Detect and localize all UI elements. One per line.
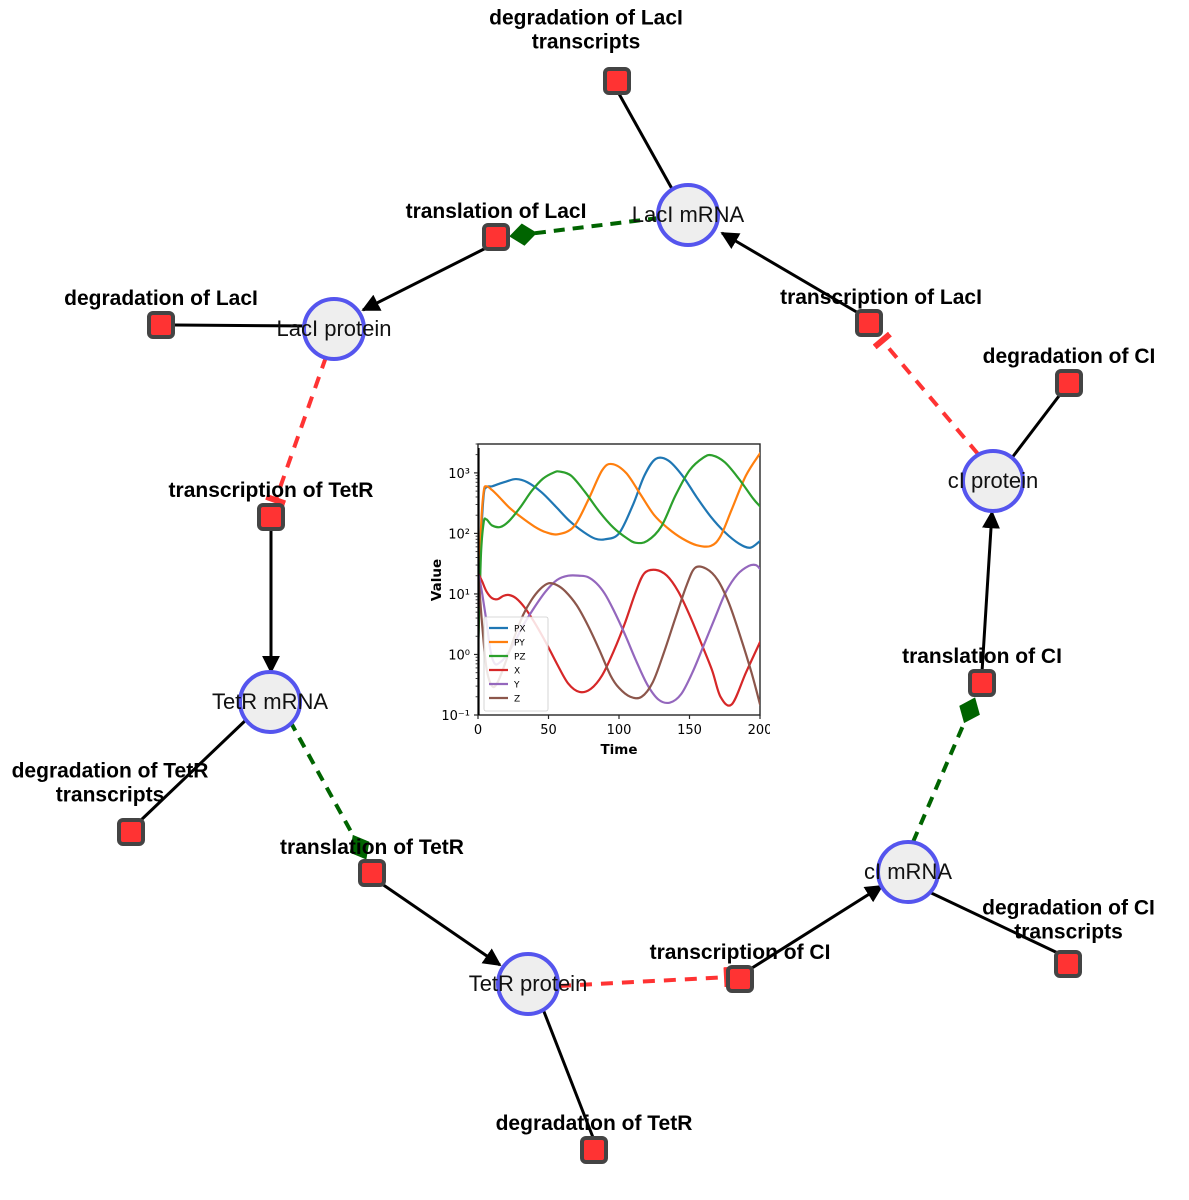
reaction-label-translation-ci: translation of CI: [902, 645, 1062, 668]
reaction-node-translation-tetr[interactable]: [358, 859, 386, 887]
reaction-label-transcription-tetr: transcription of TetR: [168, 479, 374, 502]
edge-group-plain: [137, 91, 1064, 1141]
edge-laci-protein-inhibits-transcription-tetr: [265, 356, 328, 507]
species-node-tetr-protein[interactable]: [496, 952, 560, 1016]
reaction-label-transcription-ci: transcription of CI: [649, 941, 831, 964]
edge-translation-tetr-to-tetr-protein: [381, 882, 502, 967]
chart-legend-label: Y: [513, 681, 520, 691]
edge-transcription-ci-to-ci-mrna: [751, 884, 884, 970]
chart-legend-label: PX: [514, 625, 526, 635]
chart-legend-label: PZ: [514, 653, 526, 663]
edge-ci-mrna-to-deg-ci-transcripts: [924, 888, 1063, 957]
reaction-nodes: [117, 67, 1083, 1164]
chart-xlabel: Time: [600, 742, 637, 758]
reaction-label-transcription-laci: transcription of LacI: [780, 286, 982, 309]
chart-ytick-label: 10³: [448, 467, 470, 482]
reaction-label-deg-ci-transcripts: degradation of CI transcripts: [982, 896, 1155, 943]
chart-line-px: [478, 456, 760, 656]
species-node-ci-protein[interactable]: [961, 449, 1025, 513]
chart-line-pz: [478, 453, 760, 656]
chart-xtick-group: 0 50 100 150 200: [474, 715, 770, 738]
chart-line-py: [478, 452, 760, 656]
chart-ytick-label: 10¹: [448, 588, 470, 603]
reaction-label-translation-laci: translation of LacI: [405, 200, 587, 223]
edge-laci-mrna-catalyzes-translation-laci: [509, 216, 660, 246]
chart-legend-label: X: [514, 667, 520, 677]
reaction-node-transcription-laci[interactable]: [855, 309, 883, 337]
chart-legend: PX PY PZ XYZ: [483, 616, 549, 712]
reaction-node-transcription-ci[interactable]: [726, 965, 754, 993]
edge-laci-protein-to-deg-laci: [174, 323, 316, 328]
edge-tetr-mrna-to-deg-tetr-transcripts: [137, 716, 250, 824]
chart-xtick-label: 200: [748, 723, 770, 738]
species-label-laci-protein: LacI protein: [276, 316, 392, 341]
reaction-label-deg-laci-transcripts: degradation of LacI transcripts: [489, 6, 683, 53]
reaction-node-deg-ci[interactable]: [1055, 369, 1083, 397]
reaction-node-deg-laci[interactable]: [147, 311, 175, 339]
reaction-node-deg-tetr-transcripts[interactable]: [117, 818, 145, 846]
chart-legend-label: Z: [514, 695, 520, 705]
species-label-laci-mrna: LacI mRNA: [631, 202, 745, 227]
species-label-ci-protein: cI protein: [947, 468, 1039, 493]
edge-transcription-laci-to-laci-mrna: [720, 231, 861, 316]
reaction-label-deg-ci: degradation of CI: [982, 345, 1156, 368]
reaction-label-translation-tetr: translation of TetR: [280, 836, 464, 859]
reaction-node-transcription-tetr[interactable]: [257, 503, 285, 531]
reaction-node-deg-tetr[interactable]: [580, 1136, 608, 1164]
chart-xtick-label: 100: [607, 723, 632, 738]
edge-translation-laci-to-laci-protein: [361, 245, 489, 312]
edge-tetr-mrna-catalyzes-translation-tetr: [288, 720, 370, 860]
chart-legend-label: PY: [514, 639, 525, 649]
edge-group-product: [262, 231, 1000, 970]
chart-xtick-label: 150: [677, 723, 702, 738]
edge-ci-protein-inhibits-transcription-laci: [872, 331, 980, 456]
reaction-node-deg-ci-transcripts[interactable]: [1054, 950, 1082, 978]
edge-deg-laci-transcripts-to-laci-mrna: [616, 91, 678, 197]
species-nodes: [238, 183, 1025, 1016]
edge-ci-mrna-catalyzes-translation-ci: [911, 697, 980, 843]
reaction-label-deg-laci: degradation of LacI: [64, 287, 258, 310]
reaction-label-deg-tetr: degradation of TetR: [495, 1112, 693, 1135]
chart-ytick-group: 10⁻¹ 10⁰ 10¹ 10² 10³: [441, 443, 478, 724]
reaction-node-deg-laci-transcripts[interactable]: [603, 67, 631, 95]
chart-xtick-label: 50: [540, 723, 557, 738]
reaction-label-deg-tetr-transcripts: degradation of TetR transcripts: [11, 759, 209, 806]
chart-ytick-label: 10⁰: [448, 648, 470, 663]
edge-tetr-protein-to-deg-tetr: [539, 1003, 596, 1141]
edge-translation-ci-to-ci-protein: [980, 510, 1000, 673]
edge-tetr-protein-inhibits-transcription-ci: [558, 966, 731, 988]
chart-ylabel: Value: [429, 559, 445, 601]
species-node-laci-mrna[interactable]: [656, 183, 720, 247]
edge-group-inhibition: [265, 331, 980, 988]
chart-xtick-label: 0: [474, 723, 482, 738]
chart-ytick-label: 10²: [448, 527, 470, 542]
timecourse-inset-plot: 10⁻¹ 10⁰ 10¹ 10² 10³ 0 50 100 150 200 PX PY PZ X Y Z …: [425, 432, 770, 762]
species-node-tetr-mrna[interactable]: [238, 670, 302, 734]
species-node-ci-mrna[interactable]: [876, 840, 940, 904]
species-label-tetr-mrna: TetR mRNA: [211, 689, 329, 714]
species-label-ci-mrna: cI mRNA: [864, 859, 952, 884]
species-node-laci-protein[interactable]: [302, 297, 366, 361]
edge-ci-protein-to-deg-ci: [1006, 391, 1064, 464]
edge-group-catalysis: [288, 216, 980, 860]
chart-line-x: [478, 568, 760, 707]
species-label-tetr-protein: TetR protein: [468, 971, 588, 996]
reaction-node-translation-laci[interactable]: [482, 223, 510, 251]
reaction-node-translation-ci[interactable]: [968, 669, 996, 697]
chart-ytick-label: 10⁻¹: [441, 709, 470, 724]
